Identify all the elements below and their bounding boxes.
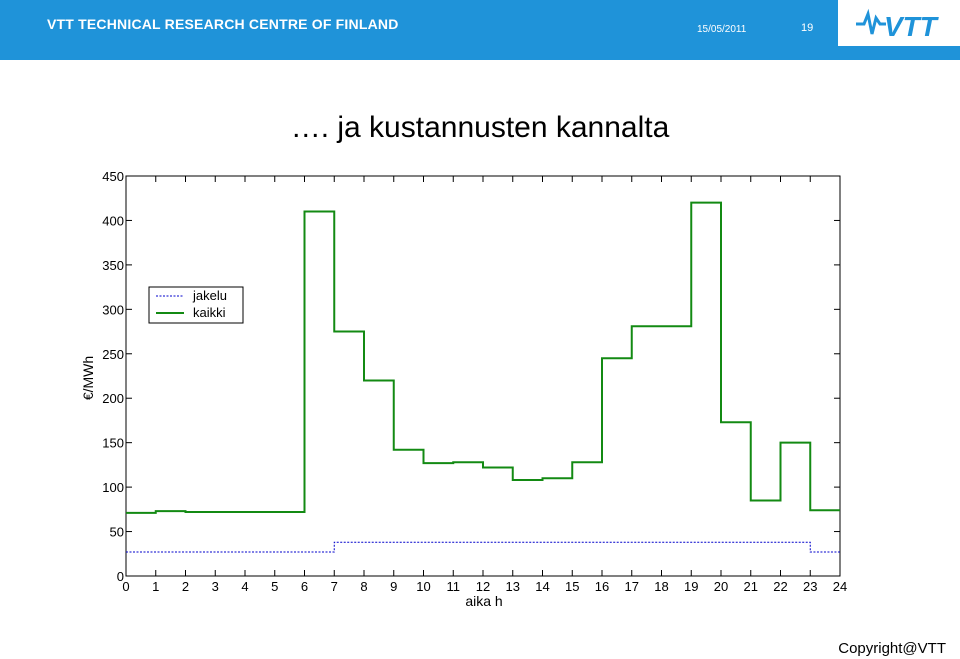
x-tick-label: 2: [182, 579, 189, 594]
y-tick-label: 150: [102, 436, 124, 451]
chart-background: [80, 170, 850, 620]
x-tick-label: 18: [654, 579, 668, 594]
x-tick-label: 15: [565, 579, 579, 594]
x-tick-label: 23: [803, 579, 817, 594]
legend-label-kaikki: kaikki: [193, 305, 226, 320]
vtt-logo: VTT: [838, 0, 960, 46]
header-bar: VTT TECHNICAL RESEARCH CENTRE OF FINLAND…: [0, 0, 960, 60]
y-tick-label: 300: [102, 302, 124, 317]
vtt-logo-icon: VTT: [856, 8, 940, 42]
chart-series: [126, 201, 840, 553]
y-tick-label: 50: [110, 525, 124, 540]
y-tick-label: 350: [102, 258, 124, 273]
x-tick-label: 3: [212, 579, 219, 594]
x-tick-label: 16: [595, 579, 609, 594]
x-tick-label: 12: [476, 579, 490, 594]
x-tick-label: 24: [833, 579, 847, 594]
legend-box: [148, 286, 244, 324]
x-tick-label: 7: [331, 579, 338, 594]
series-line-jakelu: [126, 541, 840, 553]
x-tick-label: 5: [271, 579, 278, 594]
x-tick-label: 20: [714, 579, 728, 594]
x-tick-label: 13: [506, 579, 520, 594]
x-tick-label: 19: [684, 579, 698, 594]
x-axis-label: aika h: [465, 593, 502, 609]
x-tick-label: 10: [416, 579, 430, 594]
y-tick-label: 250: [102, 347, 124, 362]
y-tick-label: 0: [117, 569, 124, 584]
svg-text:VTT: VTT: [884, 11, 940, 42]
x-tick-label: 1: [152, 579, 159, 594]
x-tick-label: 22: [773, 579, 787, 594]
x-tick-label: 21: [744, 579, 758, 594]
x-tick-label: 17: [625, 579, 639, 594]
y-tick-label: 450: [102, 169, 124, 184]
y-tick-label: 200: [102, 391, 124, 406]
slide-title: …. ja kustannusten kannalta: [290, 111, 670, 144]
organization-name: VTT TECHNICAL RESEARCH CENTRE OF FINLAND: [47, 16, 399, 32]
copyright-text: Copyright@VTT: [838, 640, 946, 657]
page-number: 19: [801, 22, 814, 34]
chart-legend: jakelu kaikki: [148, 286, 244, 324]
y-tick-label: 100: [102, 480, 124, 495]
x-tick-label: 14: [535, 579, 549, 594]
x-tick-label: 4: [241, 579, 248, 594]
x-tick-label: 11: [447, 579, 461, 594]
y-tick-label: 400: [102, 213, 124, 228]
x-tick-label: 6: [301, 579, 308, 594]
legend-label-jakelu: jakelu: [192, 288, 227, 303]
x-tick-label: 8: [360, 579, 367, 594]
x-tick-label: 0: [122, 579, 129, 594]
series-line-kaikki: [126, 201, 840, 514]
chart-axes: 0 1 2 3 4 5 6 7 8 9 10 11 12 13 14 15 16 17 18 19 20 21 22 23 24…: [102, 169, 847, 594]
y-axis-label: €/MWh: [80, 356, 96, 400]
slide-date: 15/05/2011: [697, 24, 747, 35]
x-tick-label: 9: [390, 579, 397, 594]
